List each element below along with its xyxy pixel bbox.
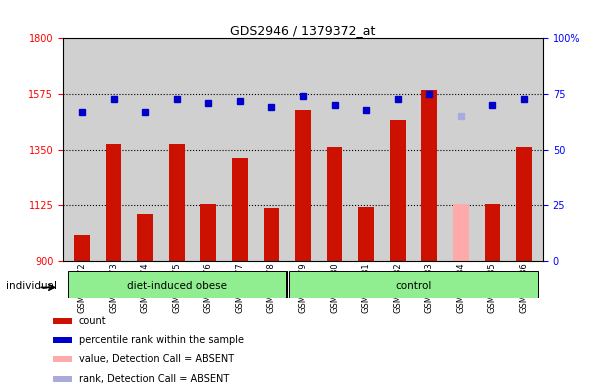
Bar — [516, 147, 532, 261]
Bar — [53, 376, 72, 382]
Text: diet-induced obese: diet-induced obese — [127, 280, 227, 291]
Bar — [232, 159, 248, 261]
Text: rank, Detection Call = ABSENT: rank, Detection Call = ABSENT — [79, 374, 229, 384]
Bar — [53, 337, 72, 343]
Bar — [53, 356, 72, 362]
Bar — [200, 204, 216, 261]
Title: GDS2946 / 1379372_at: GDS2946 / 1379372_at — [230, 24, 376, 37]
Bar — [74, 235, 90, 261]
Bar — [295, 110, 311, 261]
Bar — [137, 214, 153, 261]
Bar — [326, 147, 343, 261]
Bar — [169, 144, 185, 261]
Bar — [53, 318, 72, 324]
Bar — [68, 271, 286, 298]
Text: control: control — [395, 280, 432, 291]
Bar — [453, 204, 469, 261]
Bar — [358, 207, 374, 261]
Bar — [289, 271, 538, 298]
Bar — [485, 204, 500, 261]
Bar — [106, 144, 121, 261]
Bar — [421, 90, 437, 261]
Bar — [263, 208, 280, 261]
Text: percentile rank within the sample: percentile rank within the sample — [79, 335, 244, 345]
Bar — [390, 120, 406, 261]
Text: value, Detection Call = ABSENT: value, Detection Call = ABSENT — [79, 354, 234, 364]
Text: count: count — [79, 316, 106, 326]
Text: individual: individual — [6, 281, 57, 291]
